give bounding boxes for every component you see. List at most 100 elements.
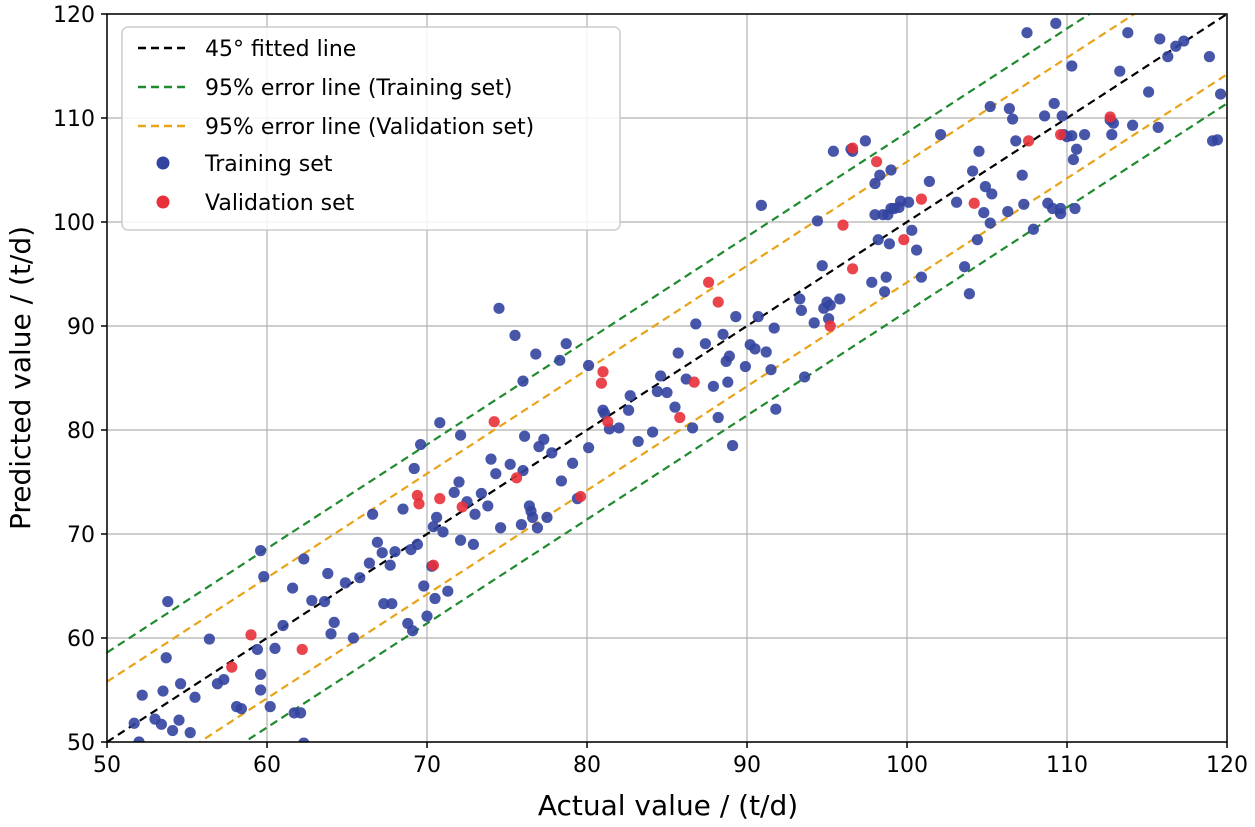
training-point	[495, 522, 507, 534]
training-point	[768, 322, 780, 334]
training-point	[583, 442, 595, 454]
training-point	[1066, 130, 1078, 142]
training-point	[1016, 169, 1028, 181]
training-point	[1047, 202, 1059, 215]
training-point	[218, 674, 230, 686]
validation-point	[245, 629, 257, 641]
validation-point	[456, 501, 468, 513]
training-point	[389, 546, 401, 558]
training-point	[730, 311, 742, 323]
training-point	[490, 468, 502, 480]
training-point	[411, 538, 423, 551]
training-point	[469, 508, 481, 520]
training-point	[1178, 35, 1190, 47]
training-point	[613, 422, 625, 434]
training-point	[378, 598, 390, 610]
training-point	[699, 338, 712, 350]
training-point	[453, 476, 465, 488]
training-point	[1215, 88, 1227, 100]
training-point	[583, 359, 595, 372]
training-point	[687, 422, 699, 434]
training-point	[160, 652, 172, 664]
training-point	[325, 628, 337, 640]
training-point	[1003, 103, 1016, 115]
training-point	[872, 234, 884, 246]
training-point	[531, 522, 544, 534]
validation-point	[413, 498, 425, 510]
legend-label-validation-error: 95% error line (Validation set)	[205, 115, 534, 140]
training-point	[963, 288, 976, 300]
validation-point	[837, 219, 849, 231]
training-point	[1071, 143, 1083, 155]
training-point	[418, 580, 430, 592]
training-point	[1027, 223, 1039, 235]
training-point	[251, 643, 263, 656]
training-point	[455, 534, 467, 546]
training-point	[1154, 33, 1166, 45]
training-point	[717, 328, 729, 340]
validation-point	[411, 489, 423, 502]
training-point	[816, 260, 828, 272]
training-point	[258, 571, 270, 583]
training-point	[347, 632, 359, 644]
training-point	[623, 404, 635, 416]
ticks: 50 60 70 80 90 100 110 120 50 60 70 80 90 100 110 120	[53, 3, 1248, 778]
training-point	[799, 371, 811, 383]
training-point	[971, 234, 984, 246]
training-point	[911, 244, 923, 256]
training-point	[1066, 60, 1078, 72]
y-tick-label: 100	[53, 211, 95, 236]
training-point	[319, 596, 331, 608]
training-point	[560, 338, 572, 350]
training-point	[437, 526, 449, 538]
training-point	[1039, 110, 1051, 122]
training-point	[1002, 206, 1014, 218]
validation-point	[510, 472, 523, 484]
training-point	[1007, 113, 1019, 125]
training-point	[1048, 97, 1060, 110]
training-point	[162, 596, 174, 608]
training-point	[1143, 86, 1155, 98]
training-point	[1010, 135, 1022, 147]
training-point	[269, 642, 281, 655]
training-point	[455, 429, 467, 441]
training-point	[386, 598, 398, 610]
training-point	[824, 299, 836, 311]
validation-point	[296, 643, 308, 656]
training-point	[1021, 27, 1033, 39]
training-point	[869, 209, 881, 221]
training-point	[727, 440, 739, 452]
training-point	[647, 426, 659, 438]
training-point	[515, 519, 528, 531]
training-point	[752, 311, 764, 323]
legend-label-fitted: 45° fitted line	[205, 37, 356, 62]
training-point	[903, 196, 915, 208]
training-point	[661, 386, 673, 399]
training-point	[1211, 134, 1223, 146]
training-point	[328, 616, 340, 629]
validation-point	[1104, 111, 1116, 123]
training-point	[1055, 202, 1067, 215]
training-point	[482, 500, 494, 512]
training-point	[827, 145, 840, 157]
x-tick-label: 80	[573, 753, 601, 778]
training-point	[339, 577, 351, 589]
training-point	[749, 343, 761, 355]
fitted-line	[107, 14, 1227, 742]
training-point	[255, 545, 267, 557]
training-point	[184, 727, 196, 739]
training-point	[167, 724, 179, 737]
training-point	[235, 703, 247, 715]
training-point	[722, 376, 734, 388]
validation-point	[434, 493, 446, 505]
legend-label-training: Training set	[204, 152, 333, 177]
y-tick-label: 110	[53, 107, 95, 132]
legend: 45° fitted line 95% error line (Training…	[121, 26, 621, 231]
training-point	[669, 401, 681, 413]
validation-point	[968, 197, 980, 209]
training-point	[1106, 129, 1118, 141]
training-point	[175, 678, 187, 690]
validation-point	[575, 490, 587, 503]
y-axis-label: Predicted value / (t/d)	[4, 226, 37, 530]
training-point	[1122, 27, 1134, 39]
